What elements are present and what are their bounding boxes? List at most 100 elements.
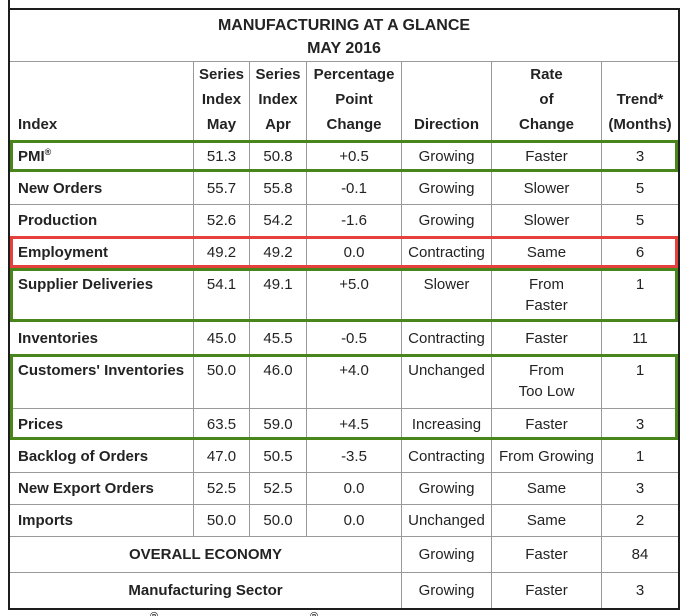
cell-series-index-apr: 46.0: [249, 354, 306, 408]
cell-percentage-point-change: 0.0: [306, 505, 401, 536]
cell-percentage-point-change-text: +0.5: [339, 147, 369, 165]
table-title-line2: MAY 2016: [307, 40, 381, 57]
cell-series-index-apr-text: 46.0: [263, 362, 293, 379]
cell-rate-of-change-text: Faster: [525, 546, 568, 563]
cell-trend-months: 1: [601, 268, 678, 322]
row-label: Production: [10, 205, 193, 236]
cell-direction-text: Growing: [418, 546, 475, 563]
cell-rate-of-change-text: Same: [526, 243, 567, 261]
cell-series-index-apr-text: 54.2: [263, 212, 293, 229]
cell-direction: Growing: [401, 140, 491, 172]
row-label: Prices: [10, 409, 193, 440]
cell-direction: Contracting: [401, 322, 491, 354]
cell-series-index-may-text: 55.7: [206, 179, 237, 197]
cell-trend-months-text: 5: [635, 179, 645, 197]
row-label-text: Supplier Deliveries: [18, 276, 154, 293]
row-label: New Orders: [10, 172, 193, 204]
cell-trend-months-text: 1: [635, 362, 645, 379]
table-row: New Export Orders 52.5 52.5 0.0 Growing Same 3: [10, 472, 678, 504]
summary-row: Manufacturing Sector Growing Faster 3: [10, 572, 678, 608]
cell-direction: Growing: [401, 473, 491, 504]
cell-trend-months-text: 2: [635, 512, 645, 529]
cell-rate-of-change-text: From Too Low: [518, 362, 575, 400]
cell-rate-of-change: From Faster: [491, 268, 601, 322]
cell-trend-months: 11: [601, 322, 678, 354]
highlighted-row-group: Customers' Inventories 50.0 46.0 +4.0 Unchan…: [10, 354, 678, 440]
cell-series-index-apr: 59.0: [249, 409, 306, 440]
row-label-text: Prices: [18, 416, 64, 433]
row-label: OVERALL ECONOMY: [10, 537, 401, 572]
cell-trend-months: 5: [601, 205, 678, 236]
column-headers: Index Series Index May Series Index Apr …: [10, 62, 678, 145]
header-percentage-point-change-label: Percentage Point Change: [313, 66, 395, 133]
cell-trend-months: 84: [601, 537, 678, 572]
cell-series-index-apr: 54.2: [249, 205, 306, 236]
cell-series-index-may-text: 50.0: [206, 362, 237, 379]
row-label: Imports: [10, 505, 193, 536]
cell-series-index-may-text: 63.5: [206, 416, 237, 433]
cell-percentage-point-change: -1.6: [306, 205, 401, 236]
cell-series-index-apr-text: 50.5: [263, 447, 293, 465]
table-row: Imports 50.0 50.0 0.0 Unchanged Same 2: [10, 504, 678, 536]
cell-percentage-point-change: +5.0: [306, 268, 401, 322]
cell-rate-of-change-text: Same: [526, 512, 567, 529]
cell-direction-text: Contracting: [408, 447, 485, 465]
row-label: Manufacturing Sector: [10, 573, 401, 608]
cell-trend-months-text: 84: [631, 546, 649, 563]
cell-percentage-point-change-text: -0.1: [341, 179, 367, 197]
cell-trend-months-text: 3: [635, 147, 645, 165]
header-rate-of-change-label: Rate of Change: [518, 66, 574, 133]
header-rate-of-change: Rate of Change: [491, 62, 601, 145]
cell-rate-of-change-text: Same: [526, 480, 567, 497]
table-body: PMI® 51.3 50.8 +0.5 Growing Faster 3 New Orders…: [10, 140, 678, 608]
cell-trend-months: 3: [601, 573, 678, 608]
header-direction: Direction: [401, 62, 491, 145]
header-direction-label: Direction: [413, 116, 479, 133]
row-label-text: Imports: [18, 512, 74, 529]
cell-series-index-apr-text: 49.1: [263, 276, 293, 293]
cell-trend-months: 1: [601, 440, 678, 472]
cell-percentage-point-change: 0.0: [306, 473, 401, 504]
cell-rate-of-change: Slower: [491, 172, 601, 204]
cell-rate-of-change: From Growing: [491, 440, 601, 472]
cell-rate-of-change: Faster: [491, 573, 601, 608]
cell-percentage-point-change: -0.5: [306, 322, 401, 354]
cell-direction-text: Growing: [418, 212, 475, 229]
cell-series-index-apr: 45.5: [249, 322, 306, 354]
cell-series-index-may: 47.0: [193, 440, 249, 472]
cell-series-index-may-text: 45.0: [206, 329, 237, 347]
cell-trend-months-text: 3: [635, 582, 645, 599]
cell-series-index-apr: 49.2: [249, 236, 306, 268]
row-label-text: Production: [18, 212, 98, 229]
table-row: Production 52.6 54.2 -1.6 Growing Slower 5: [10, 204, 678, 236]
cell-trend-months-text: 3: [635, 480, 645, 497]
table-row: Supplier Deliveries 54.1 49.1 +5.0 Slower Fro…: [10, 268, 678, 322]
cell-trend-months-text: 5: [635, 212, 645, 229]
cell-direction: Unchanged: [401, 505, 491, 536]
row-label-text: Employment: [18, 243, 109, 261]
cell-percentage-point-change-text: -0.5: [341, 329, 367, 347]
cell-trend-months: 3: [601, 473, 678, 504]
cell-percentage-point-change: -0.1: [306, 172, 401, 204]
cell-direction: Unchanged: [401, 354, 491, 408]
header-series-index-apr: Series Index Apr: [249, 62, 306, 145]
row-label: Supplier Deliveries: [10, 268, 193, 322]
crop-artifact-line: [8, 0, 10, 10]
table-row: PMI® 51.3 50.8 +0.5 Growing Faster 3: [10, 140, 678, 172]
row-label: Employment: [10, 236, 193, 268]
cell-rate-of-change: Faster: [491, 140, 601, 172]
table-row: New Orders 55.7 55.8 -0.1 Growing Slower 5: [10, 172, 678, 204]
cell-trend-months-text: 1: [635, 447, 645, 465]
cell-rate-of-change-text: Faster: [525, 329, 568, 347]
cell-percentage-point-change: +4.0: [306, 354, 401, 408]
cell-series-index-apr-text: 49.2: [263, 243, 293, 261]
cell-trend-months-text: 6: [635, 243, 645, 261]
cell-series-index-apr: 50.0: [249, 505, 306, 536]
cell-percentage-point-change-text: +4.5: [339, 416, 369, 433]
cell-series-index-may: 55.7: [193, 172, 249, 204]
cell-trend-months: 3: [601, 409, 678, 440]
cell-rate-of-change: Same: [491, 505, 601, 536]
footnote-mark: ®: [310, 611, 318, 616]
cell-percentage-point-change-text: +4.0: [339, 362, 369, 379]
cell-series-index-may: 45.0: [193, 322, 249, 354]
